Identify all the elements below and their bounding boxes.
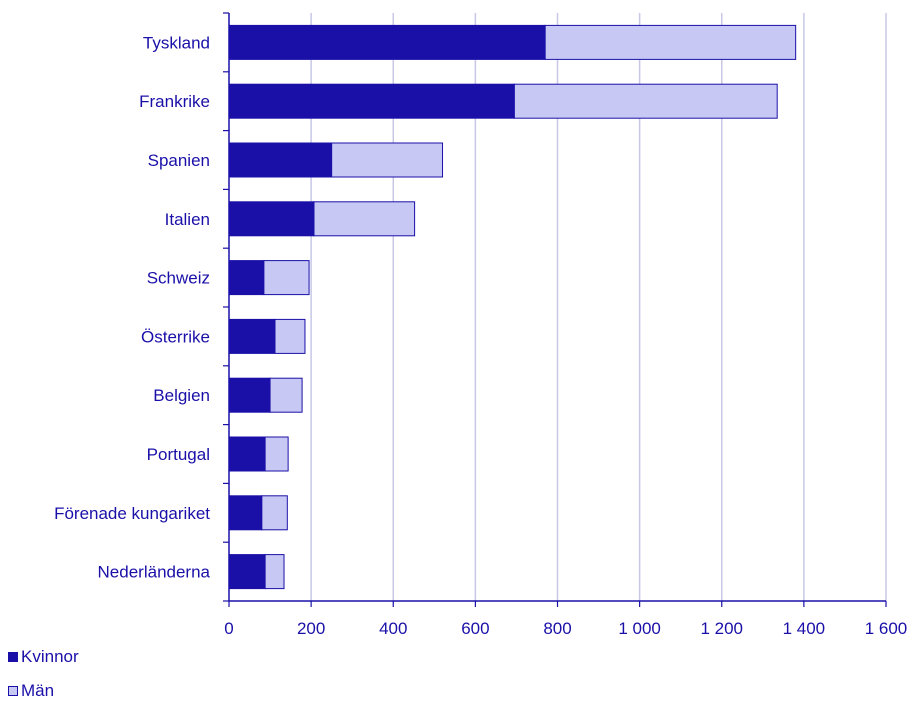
x-tick-label: 1 000 <box>618 619 661 638</box>
bar-kvinnor <box>228 495 263 531</box>
bar-kvinnor <box>228 24 546 60</box>
category-label: Belgien <box>153 386 210 405</box>
bar-man <box>264 436 289 472</box>
bar-man <box>261 495 288 531</box>
x-tick-label: 1 600 <box>865 619 908 638</box>
category-label: Österrike <box>141 327 210 346</box>
bar-kvinnor <box>228 377 271 413</box>
category-label: Tyskland <box>143 33 210 52</box>
legend-swatch-man <box>8 686 18 696</box>
legend-label-man: Män <box>21 681 55 700</box>
category-label: Italien <box>165 210 210 229</box>
x-tick-label: 600 <box>461 619 489 638</box>
axes <box>223 12 887 607</box>
bar-man <box>264 554 285 590</box>
category-label: Frankrike <box>139 92 210 111</box>
legend-swatch-kvinnor <box>8 652 18 662</box>
bar-kvinnor <box>228 318 276 354</box>
x-tick-label: 1 200 <box>700 619 743 638</box>
bar-man <box>274 318 306 354</box>
category-label: Schweiz <box>147 269 210 288</box>
bar-man <box>269 377 303 413</box>
bar-kvinnor <box>228 142 333 178</box>
bar-man <box>263 260 310 296</box>
bar-man <box>331 142 444 178</box>
x-tick-label: 200 <box>297 619 325 638</box>
category-label: Portugal <box>147 445 210 464</box>
x-tick-labels: 0 200 400 600 800 1 000 1 200 1 400 1 600 <box>224 619 907 638</box>
x-tick-label: 400 <box>379 619 407 638</box>
bars <box>228 24 797 590</box>
legend-item-kvinnor: Kvinnor <box>8 647 79 667</box>
bar-kvinnor <box>228 260 265 296</box>
x-tick-label: 0 <box>224 619 233 638</box>
x-tick-label: 800 <box>543 619 571 638</box>
bar-man <box>313 201 416 237</box>
legend-label-kvinnor: Kvinnor <box>21 647 79 666</box>
bar-man <box>544 24 797 60</box>
category-labels: Tyskland Frankrike Spanien Italien Schweiz Ös… <box>54 33 210 581</box>
bar-kvinnor <box>228 554 266 590</box>
bar-kvinnor <box>228 201 315 237</box>
bar-kvinnor <box>228 436 266 472</box>
legend-item-man: Män <box>8 681 54 701</box>
x-tick-label: 1 400 <box>783 619 826 638</box>
bar-chart: Tyskland Frankrike Spanien Italien Schweiz Ös… <box>54 12 907 638</box>
category-label: Spanien <box>148 151 210 170</box>
category-label: Förenade kungariket <box>54 504 210 523</box>
category-label: Nederländerna <box>98 563 211 582</box>
bar-man <box>513 83 778 119</box>
bar-kvinnor <box>228 83 515 119</box>
